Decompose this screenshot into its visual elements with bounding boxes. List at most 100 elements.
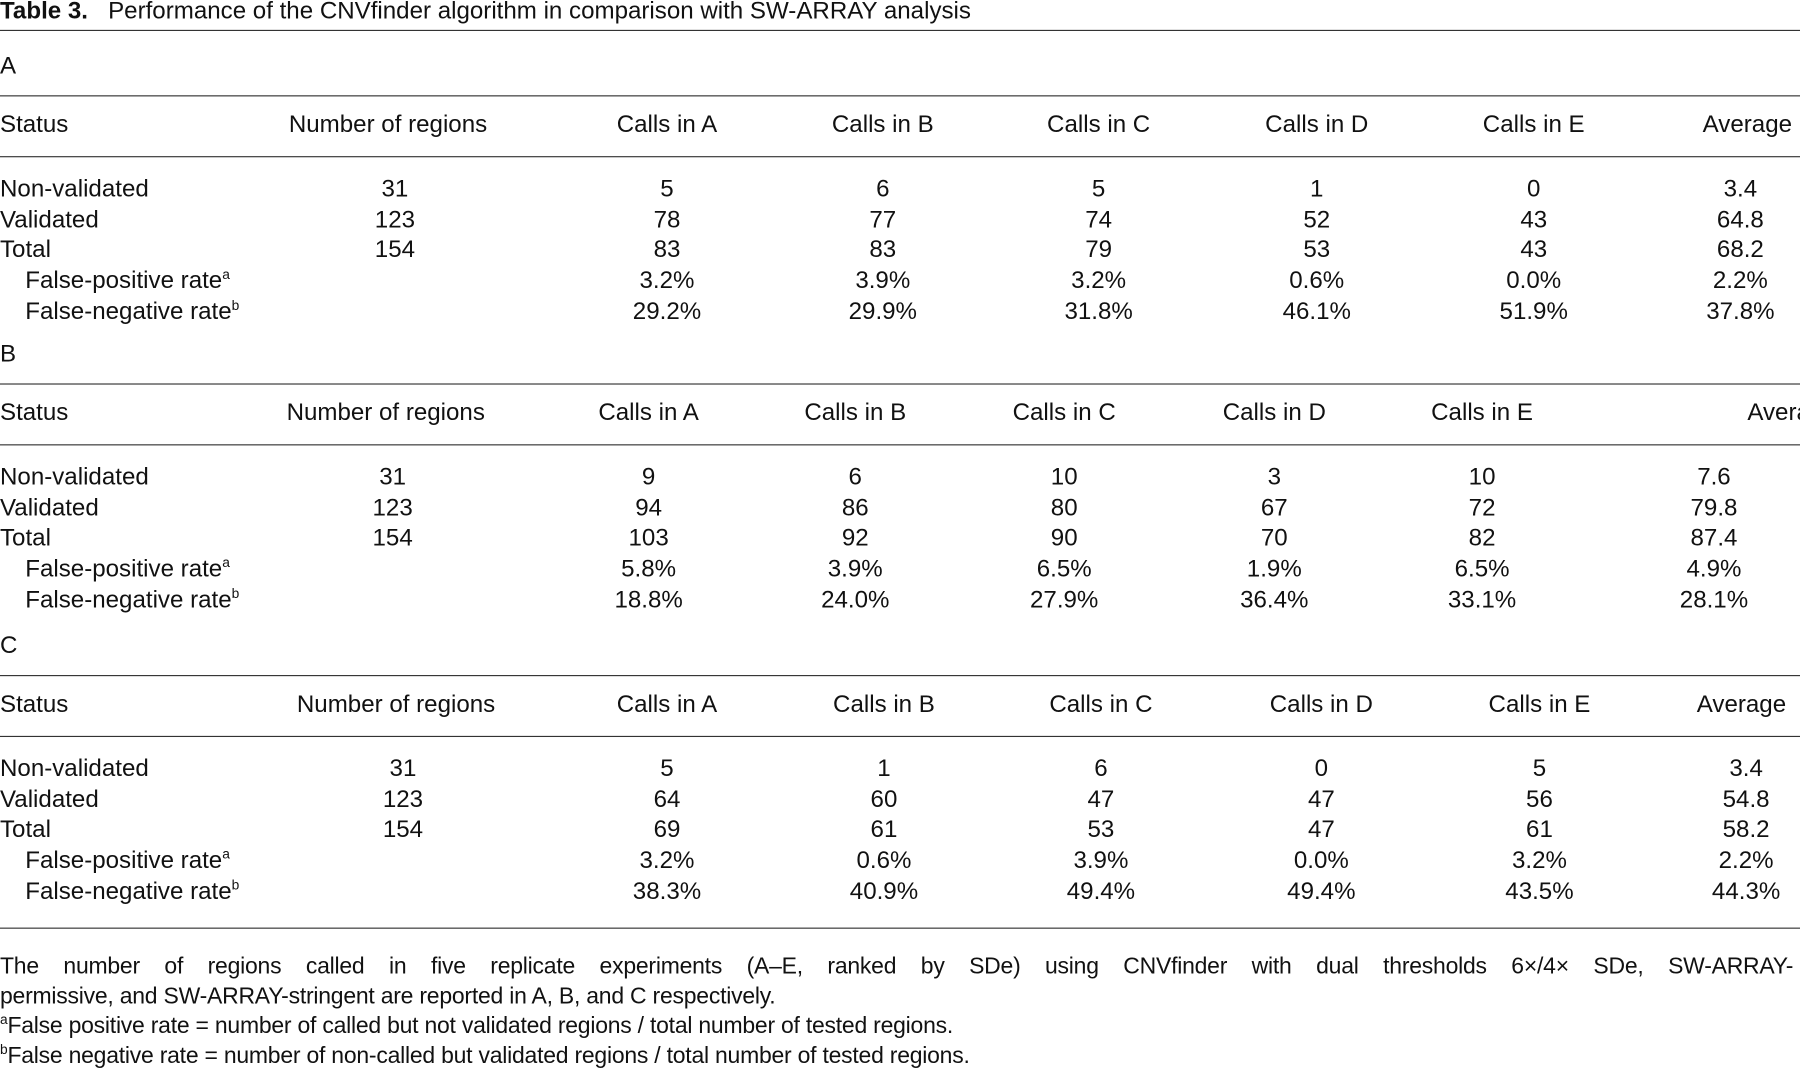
footnote-b-text: False negative rate = number of non-call… xyxy=(7,1043,970,1069)
table-cell: 31 xyxy=(379,463,407,491)
column-header: Status xyxy=(0,691,69,718)
table-cell: 46.1% xyxy=(1282,298,1351,325)
table-cell: 64.8 xyxy=(1716,206,1764,233)
table-cell: 2.2% xyxy=(1718,847,1774,874)
column-header: Calls in D xyxy=(1265,111,1369,138)
column-header: Calls in E xyxy=(1431,399,1533,426)
table-cell: 53 xyxy=(1303,236,1331,264)
table-cell: 28.1% xyxy=(1679,586,1749,613)
footnote-mark: a xyxy=(222,846,230,863)
table-cell: 123 xyxy=(382,786,424,813)
column-header: Average xyxy=(1702,111,1793,138)
column-header: Status xyxy=(0,399,69,426)
row-status: False-negative rateb xyxy=(25,586,239,614)
table-cell: 61 xyxy=(1526,816,1553,844)
table-cell: 1 xyxy=(1310,175,1324,203)
table-cell: 72 xyxy=(1468,494,1496,521)
table-cell: 47 xyxy=(1307,816,1335,844)
table-cell: 69 xyxy=(653,816,681,844)
row-status: False-negative rateb xyxy=(25,298,239,326)
row-status-text: Total xyxy=(0,816,51,844)
table-cell: 3.9% xyxy=(1073,847,1129,874)
table-cell: 3.4 xyxy=(1723,175,1758,203)
row-status: False-positive ratea xyxy=(25,556,230,584)
column-header: Number of regions xyxy=(288,111,488,138)
row-status: Total xyxy=(0,817,51,845)
table-cell: 154 xyxy=(382,816,424,844)
row-status: Non-validated xyxy=(0,176,149,204)
table-cell: 74 xyxy=(1085,206,1113,233)
column-header: Calls in C xyxy=(1012,399,1116,426)
row-status-text: Validated xyxy=(0,786,99,813)
row-status-text: False-negative rate xyxy=(25,298,232,325)
table-cell: 3.2% xyxy=(1071,267,1127,294)
column-header: Calls in B xyxy=(833,691,935,718)
column-header: Calls in E xyxy=(1488,691,1591,718)
table-cell: 83 xyxy=(653,236,681,264)
table-cell: 3.2% xyxy=(639,847,695,874)
table-cell: 61 xyxy=(870,816,898,844)
table-cell: 6 xyxy=(876,175,890,203)
row-status-text: Total xyxy=(0,525,51,552)
table-cell: 54.8 xyxy=(1722,786,1770,813)
table-cell: 38.3% xyxy=(632,877,702,905)
row-status-text: Non-validated xyxy=(0,755,149,782)
row-status-text: False-negative rate xyxy=(25,586,232,613)
table-cell: 68.2 xyxy=(1716,236,1764,264)
table-cell: 27.9% xyxy=(1030,586,1099,613)
header-top-rule xyxy=(0,383,1800,385)
table-cell: 47 xyxy=(1087,786,1115,813)
table-cell: 0.6% xyxy=(1289,267,1345,294)
row-status: Validated xyxy=(0,494,99,522)
table-cell: 5 xyxy=(660,755,674,782)
table-cell: 90 xyxy=(1050,525,1078,552)
table-cell: 3.2% xyxy=(639,267,695,294)
table-cell: 5.8% xyxy=(621,555,677,583)
column-header: Calls in D xyxy=(1222,399,1326,426)
row-status: Validated xyxy=(0,206,99,234)
table-cell: 2.2% xyxy=(1712,267,1768,294)
table-cell: 0 xyxy=(1314,755,1329,782)
table-cell: 49.4% xyxy=(1287,877,1356,905)
row-status-text: False-positive rate xyxy=(25,555,223,583)
column-header: Number of regions xyxy=(286,399,485,426)
table-cell: 87.4 xyxy=(1690,525,1738,552)
table-cell: 5 xyxy=(1532,755,1547,782)
table-cell: 29.9% xyxy=(848,298,917,325)
table-title: Table 3. Performance of the CNVfinder al… xyxy=(0,0,971,25)
table-cell: 31.8% xyxy=(1064,298,1133,325)
column-header: Calls in E xyxy=(1482,111,1585,138)
table-cell: 0.0% xyxy=(1506,267,1562,294)
table-cell: 6.5% xyxy=(1036,555,1092,583)
table-cell: 82 xyxy=(1468,525,1496,552)
table-cell: 154 xyxy=(372,525,413,552)
section-label: B xyxy=(0,340,17,368)
table-cell: 31 xyxy=(381,175,409,203)
table-cell: 29.2% xyxy=(632,298,702,325)
table-cell: 78 xyxy=(653,206,681,233)
table-cell: 123 xyxy=(372,494,413,521)
header-top-rule xyxy=(0,95,1800,97)
table-cell: 0 xyxy=(1527,175,1541,203)
table-cell: 92 xyxy=(841,525,869,552)
row-status-text: False-negative rate xyxy=(25,877,232,905)
footnote-a: aFalse positive rate = number of called … xyxy=(0,1011,1793,1041)
bottom-rule xyxy=(0,927,1800,929)
table-cell: 3.9% xyxy=(855,267,911,294)
column-header: Number of regions xyxy=(296,691,496,718)
table-cell: 6 xyxy=(1094,755,1108,782)
footnote-a-mark: a xyxy=(0,1011,8,1028)
section-label: A xyxy=(0,52,17,80)
table-cell: 18.8% xyxy=(614,586,683,613)
table-cell: 79.8 xyxy=(1690,494,1738,521)
column-header: Calls in B xyxy=(804,399,907,426)
row-status: False-negative rateb xyxy=(25,878,239,906)
table-cell: 9 xyxy=(641,463,656,491)
row-status-text: Validated xyxy=(0,494,99,521)
table-cell: 123 xyxy=(374,206,416,233)
header-bottom-rule xyxy=(0,444,1800,446)
row-status: Total xyxy=(0,525,51,553)
column-header: Status xyxy=(0,111,69,138)
table-cell: 53 xyxy=(1087,816,1115,844)
